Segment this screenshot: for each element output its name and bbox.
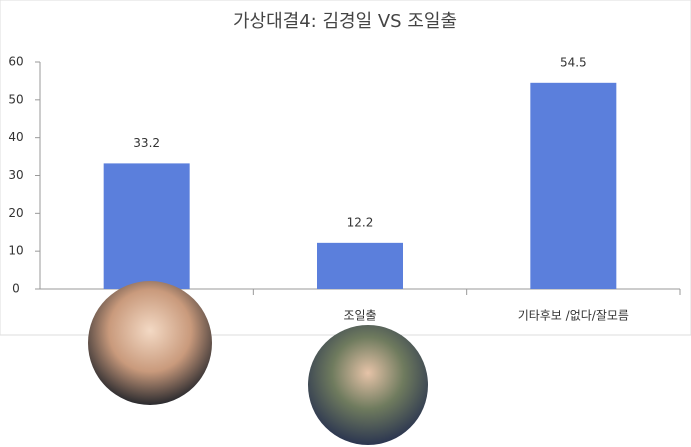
chart-title: 가상대결4: 김경일 VS 조일출 [233,11,457,32]
value-label: 33.2 [133,136,160,150]
plot-area: 0 10 20 30 40 50 60 33.2 조일출 12.2 기타후보 /없다/잘모름 54.5 [8,55,681,323]
y-tick-label: 0 [12,282,20,296]
value-label: 54.5 [560,55,587,69]
bar [530,82,617,289]
y-tick-label: 10 [8,244,23,258]
bar [103,163,190,289]
value-label: 12.2 [347,215,374,229]
x-tick-label: 조일출 [343,309,376,323]
candidate-photo [88,281,212,405]
y-tick-label: 60 [8,55,23,69]
y-tick-label: 40 [8,130,23,144]
x-tick-label: 기타후보 /없다/잘모름 [518,309,629,323]
y-tick-label: 30 [8,168,23,182]
y-tick-label: 20 [8,206,23,220]
bar [317,242,403,289]
candidate-photo [308,325,428,445]
y-tick-label: 50 [8,92,23,106]
